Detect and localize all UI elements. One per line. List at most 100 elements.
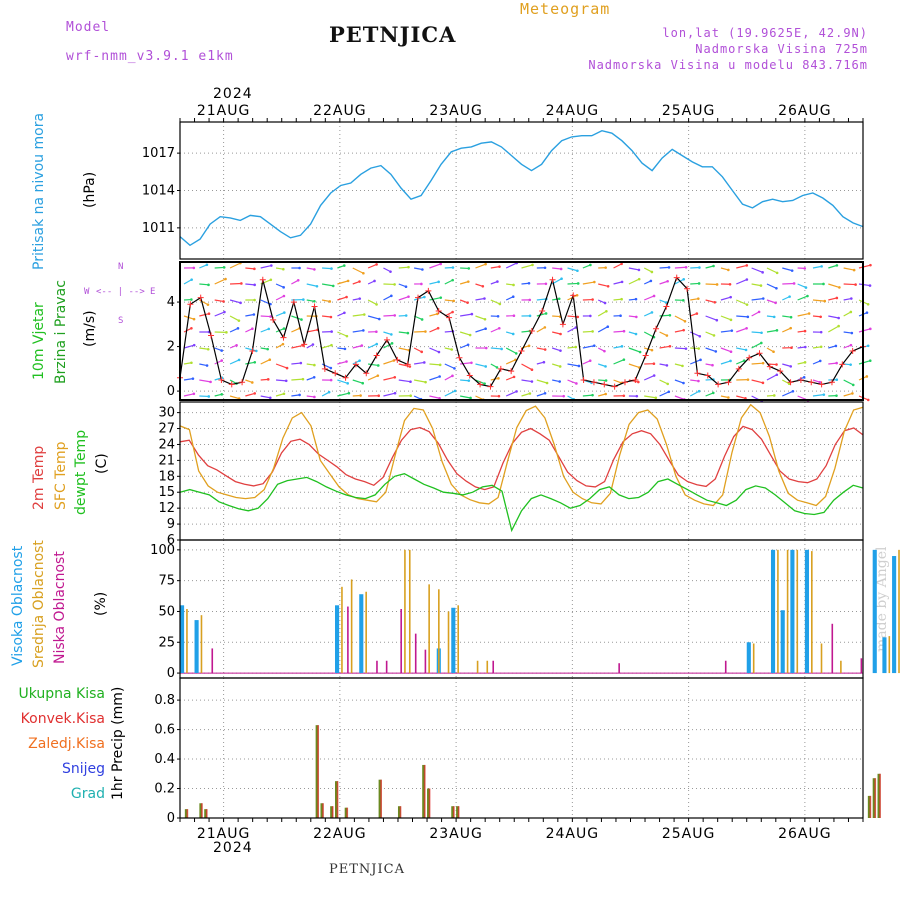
wind-arrow-head [421,268,424,271]
wind-arrow-head [803,329,807,333]
wind-arrow [275,283,284,288]
wind-arrow-head [451,266,455,269]
footer-station: PETNJICA [329,862,405,877]
wind-arrow [613,281,623,285]
wind-arrow-head [313,395,316,399]
wind-arrow-head [329,315,333,319]
wind-arrow [429,363,441,366]
precip-bar [877,773,881,818]
wind-arrow-head [250,381,254,384]
y-tick-label: 0.4 [154,752,175,767]
wind-arrow [183,344,195,349]
wind-arrow-head [713,300,717,304]
wind-speed-marker [828,379,835,386]
wind-arrow-head [389,270,392,273]
cloud-mid-bar [408,549,411,674]
wind-arrow-head [390,294,393,298]
wind-arrow [337,280,349,285]
wind-arrow [229,327,239,333]
wind-arrow-head [484,327,487,331]
wind-arrow [352,313,365,317]
wind-speed-marker [663,303,670,310]
wind-arrow-head [239,301,242,305]
wind-arrow-head [604,365,607,368]
meteogram-label: Meteogram [520,0,611,18]
wind-arrow-head [637,277,641,281]
wind-arrow-head [761,271,764,274]
wind-arrow [782,315,792,318]
wind-speed-marker [673,274,680,281]
wind-arrow [751,297,764,301]
wind-arrow [260,359,271,365]
wind-arrow-head [697,297,700,300]
wind-arrow-head [712,264,715,268]
wind-arrow [782,379,790,385]
compass-west: W [84,287,90,297]
wind-arrow-head [393,283,396,286]
wind-arrow [659,345,671,349]
wind-arrow-head [375,263,378,266]
wind-arrow-head [774,301,777,305]
wind-arrow [475,328,486,333]
cloud-mid-bar [186,609,188,674]
wind-arrow [751,311,760,317]
wind-arrow-head [715,318,719,322]
wind-arrow-head [849,363,852,366]
wind-arrow-head [207,395,211,398]
precip-bar [397,806,401,818]
wind-speed-marker [497,365,504,372]
wind-arrow-head [497,377,500,380]
wind-arrow-head [559,267,563,271]
wind-arrow [536,312,547,317]
wind-arrow-head [497,394,501,398]
wind-arrow-head [682,381,685,385]
wind-arrow [613,263,622,269]
wind-arrow [444,375,453,381]
wind-arrow-head [220,359,224,362]
precip-bar [335,781,338,818]
y-tick-label: 21 [158,453,175,468]
wind-arrow [828,362,837,365]
wind-arrow [705,315,718,321]
wind-arrow [444,299,454,302]
precip-conv-bar [874,778,877,818]
wind-arrow-head [359,394,362,397]
date-tick-top: 26AUG [778,103,832,119]
wind-arrow [214,278,226,285]
wind-arrow [766,329,778,333]
wind-arrow [689,390,700,397]
y-tick-label: 50 [158,604,175,619]
wind-arrow [383,376,395,381]
wind-arrow-head [622,394,626,398]
wind-arrow-head [343,347,347,351]
wind-arrow [413,347,422,353]
wind-arrow [414,361,425,365]
cloud-mid-bar [840,660,842,674]
wind-arrow-head [652,294,656,298]
wind-arrow-head [206,303,210,306]
wind-arrow-head [637,268,641,272]
wind-arrow-head [681,364,684,368]
wind-arrow-head [296,278,300,282]
wind-arrow-head [483,297,486,300]
wind-arrow [352,329,364,333]
wind-arrow-head [698,335,702,338]
date-tick-top: 21AUG [197,103,251,119]
wind-speed-marker [549,276,556,283]
precip-bar [199,803,203,818]
wind-arrow-head [668,313,672,317]
wind-arrow [567,379,577,385]
precip-total-label: Ukupna Kisa [18,686,105,702]
wind-arrow-head [650,348,654,352]
wind-arrow-head [362,271,365,275]
wind-arrow-head [451,310,454,314]
wind-arrow-head [712,334,716,337]
wind-arrow-head [437,350,441,354]
wind-speed-marker [239,379,246,386]
wind-arrow [275,379,287,382]
cloud-low-bar [347,606,349,674]
precip-conv-bar [205,809,208,818]
wind-arrow-head [267,327,271,331]
wind-speed-marker [197,294,204,301]
wind-arrow-head [681,299,685,302]
